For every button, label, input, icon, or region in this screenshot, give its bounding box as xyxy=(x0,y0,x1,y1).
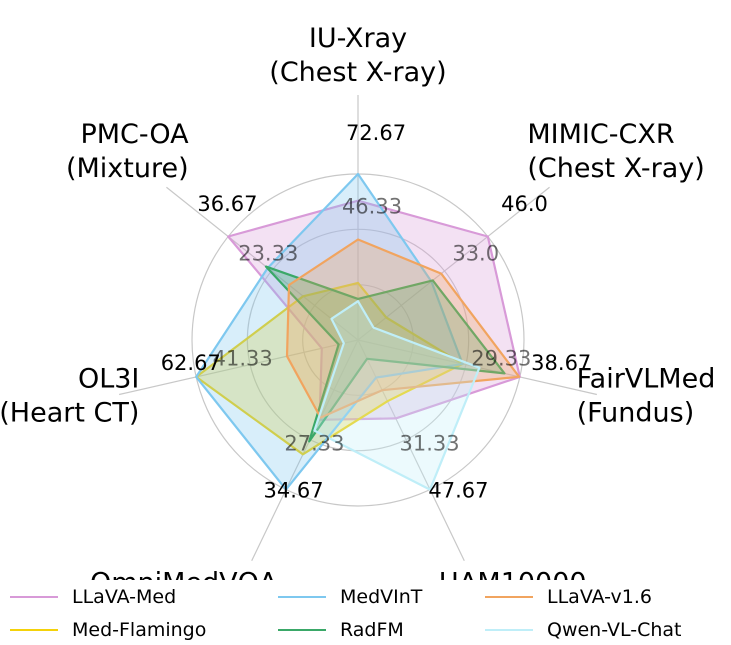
legend-swatch xyxy=(10,596,58,598)
axis-mid-label: 41.33 xyxy=(213,347,273,371)
axis-title: FairVLMed (Fundus) xyxy=(577,364,716,429)
legend: LLaVA-Med Med-Flamingo MedVInT RadFM LLa… xyxy=(0,580,731,641)
axis-max-label: 72.67 xyxy=(346,121,406,145)
legend-label: LLaVA-v1.6 xyxy=(547,586,652,608)
axis-max-label: 62.67 xyxy=(161,351,221,375)
legend-swatch xyxy=(485,596,533,598)
series-polygon-llava-v1-6 xyxy=(285,238,521,419)
axis-mid-label: 23.33 xyxy=(238,241,298,265)
legend-item-llava-v1-6: LLaVA-v1.6 xyxy=(485,586,652,608)
axis-title: IU-Xray (Chest X-ray) xyxy=(269,23,446,88)
legend-item-med-flamingo: Med-Flamingo xyxy=(10,619,206,641)
axis-title: OmniMedVQA(Mixture) xyxy=(90,568,278,580)
axis-title: OL3I (Heart CT) xyxy=(0,364,139,429)
series-polygon-med-flamingo xyxy=(195,281,464,456)
legend-label: Med-Flamingo xyxy=(72,619,207,641)
legend-item-medvint: MedVInT xyxy=(278,586,422,608)
series-polygon-qwen-vl-chat xyxy=(313,300,481,491)
legend-swatch xyxy=(278,629,326,631)
axis-mid-label: 27.33 xyxy=(284,431,344,455)
axis-title: PMC-OA (Mixture) xyxy=(66,119,189,184)
legend-item-llava-med: LLaVA-Med xyxy=(10,586,176,608)
legend-swatch xyxy=(278,596,326,598)
axis-mid-label: 31.33 xyxy=(399,431,459,455)
axis-title: HAM10000(Skin) xyxy=(439,568,587,580)
axis-mid-label: 29.33 xyxy=(471,347,531,371)
axis-spoke xyxy=(119,339,359,396)
legend-label: MedVInT xyxy=(340,586,423,608)
axis-max-label: 46.0 xyxy=(501,192,548,216)
axis-spoke xyxy=(166,186,359,341)
legend-swatch xyxy=(485,629,533,631)
axis-mid-label: 46.33 xyxy=(342,194,402,218)
legend-label: RadFM xyxy=(340,619,404,641)
legend-swatch xyxy=(10,629,58,631)
axis-max-label: 47.67 xyxy=(428,478,488,502)
radar-series-polygons xyxy=(195,172,521,491)
series-polygon-medvint xyxy=(195,172,464,491)
axis-title: MIMIC-CXR (Chest X-ray) xyxy=(527,119,704,184)
axis-spoke xyxy=(251,339,359,561)
legend-label: Qwen-VL-Chat xyxy=(547,619,682,641)
radar-axis-labels: IU-Xray (Chest X-ray) MIMIC-CXR (Chest X-ra… xyxy=(0,23,715,580)
axis-max-label: 36.67 xyxy=(197,192,257,216)
legend-label: LLaVA-Med xyxy=(72,586,177,608)
legend-item-qwen-vl-chat: Qwen-VL-Chat xyxy=(485,619,681,641)
legend-item-radfm: RadFM xyxy=(278,619,404,641)
axis-spoke xyxy=(357,186,550,341)
axis-max-label: 34.67 xyxy=(263,478,323,502)
axis-max-label: 38.67 xyxy=(531,351,591,375)
axis-mid-label: 33.0 xyxy=(452,241,499,265)
